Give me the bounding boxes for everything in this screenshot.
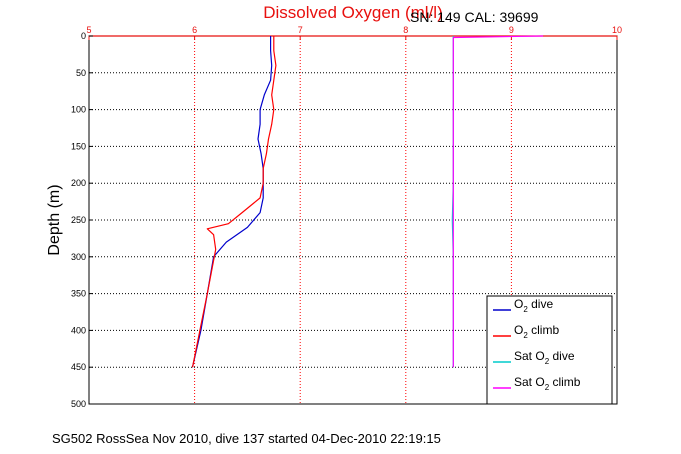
y-tick-label: 250: [71, 215, 86, 225]
y-tick-label: 200: [71, 178, 86, 188]
y-tick-label: 350: [71, 289, 86, 299]
y-tick-label: 500: [71, 399, 86, 409]
legend-box: [486, 295, 613, 405]
y-axis-label: Depth (m): [46, 184, 63, 255]
series-layer: [191, 35, 544, 368]
grid-layer: [89, 36, 617, 404]
legend: O2 dive O2 climb Sat O2 dive Sat O2 climb: [486, 295, 613, 405]
y-tick-label: 100: [71, 105, 86, 115]
x-tick-label: 8: [403, 25, 408, 35]
chart-title: Dissolved Oxygen (ml/l): [263, 3, 443, 22]
y-tick-label: 450: [71, 362, 86, 372]
series-line-o2-dive: [191, 36, 273, 368]
legend-label-o2-dive: O2 dive: [514, 297, 553, 314]
y-tick-label: 400: [71, 325, 86, 335]
legend-label-o2-climb: O2 climb: [514, 323, 559, 340]
x-tick-label: 5: [86, 25, 91, 35]
y-tick-label: 0: [81, 31, 86, 41]
x-tick-label: 10: [612, 25, 622, 35]
y-tick-label: 300: [71, 252, 86, 262]
y-tick-label: 50: [76, 68, 86, 78]
dive-caption: SG502 RossSea Nov 2010, dive 137 started…: [52, 431, 441, 446]
series-line-o2-climb: [191, 36, 277, 368]
legend-label-sat-o2-dive: Sat O2 dive: [514, 349, 575, 366]
sensor-annotation: SN: 149 CAL: 39699: [410, 9, 539, 25]
x-tick-label: 7: [298, 25, 303, 35]
series-line-sat-o2-climb: [452, 35, 544, 368]
legend-label-sat-o2-climb: Sat O2 climb: [514, 375, 581, 392]
x-tick-label: 6: [192, 25, 197, 35]
x-tick-label: 9: [509, 25, 514, 35]
y-tick-label: 150: [71, 141, 86, 151]
